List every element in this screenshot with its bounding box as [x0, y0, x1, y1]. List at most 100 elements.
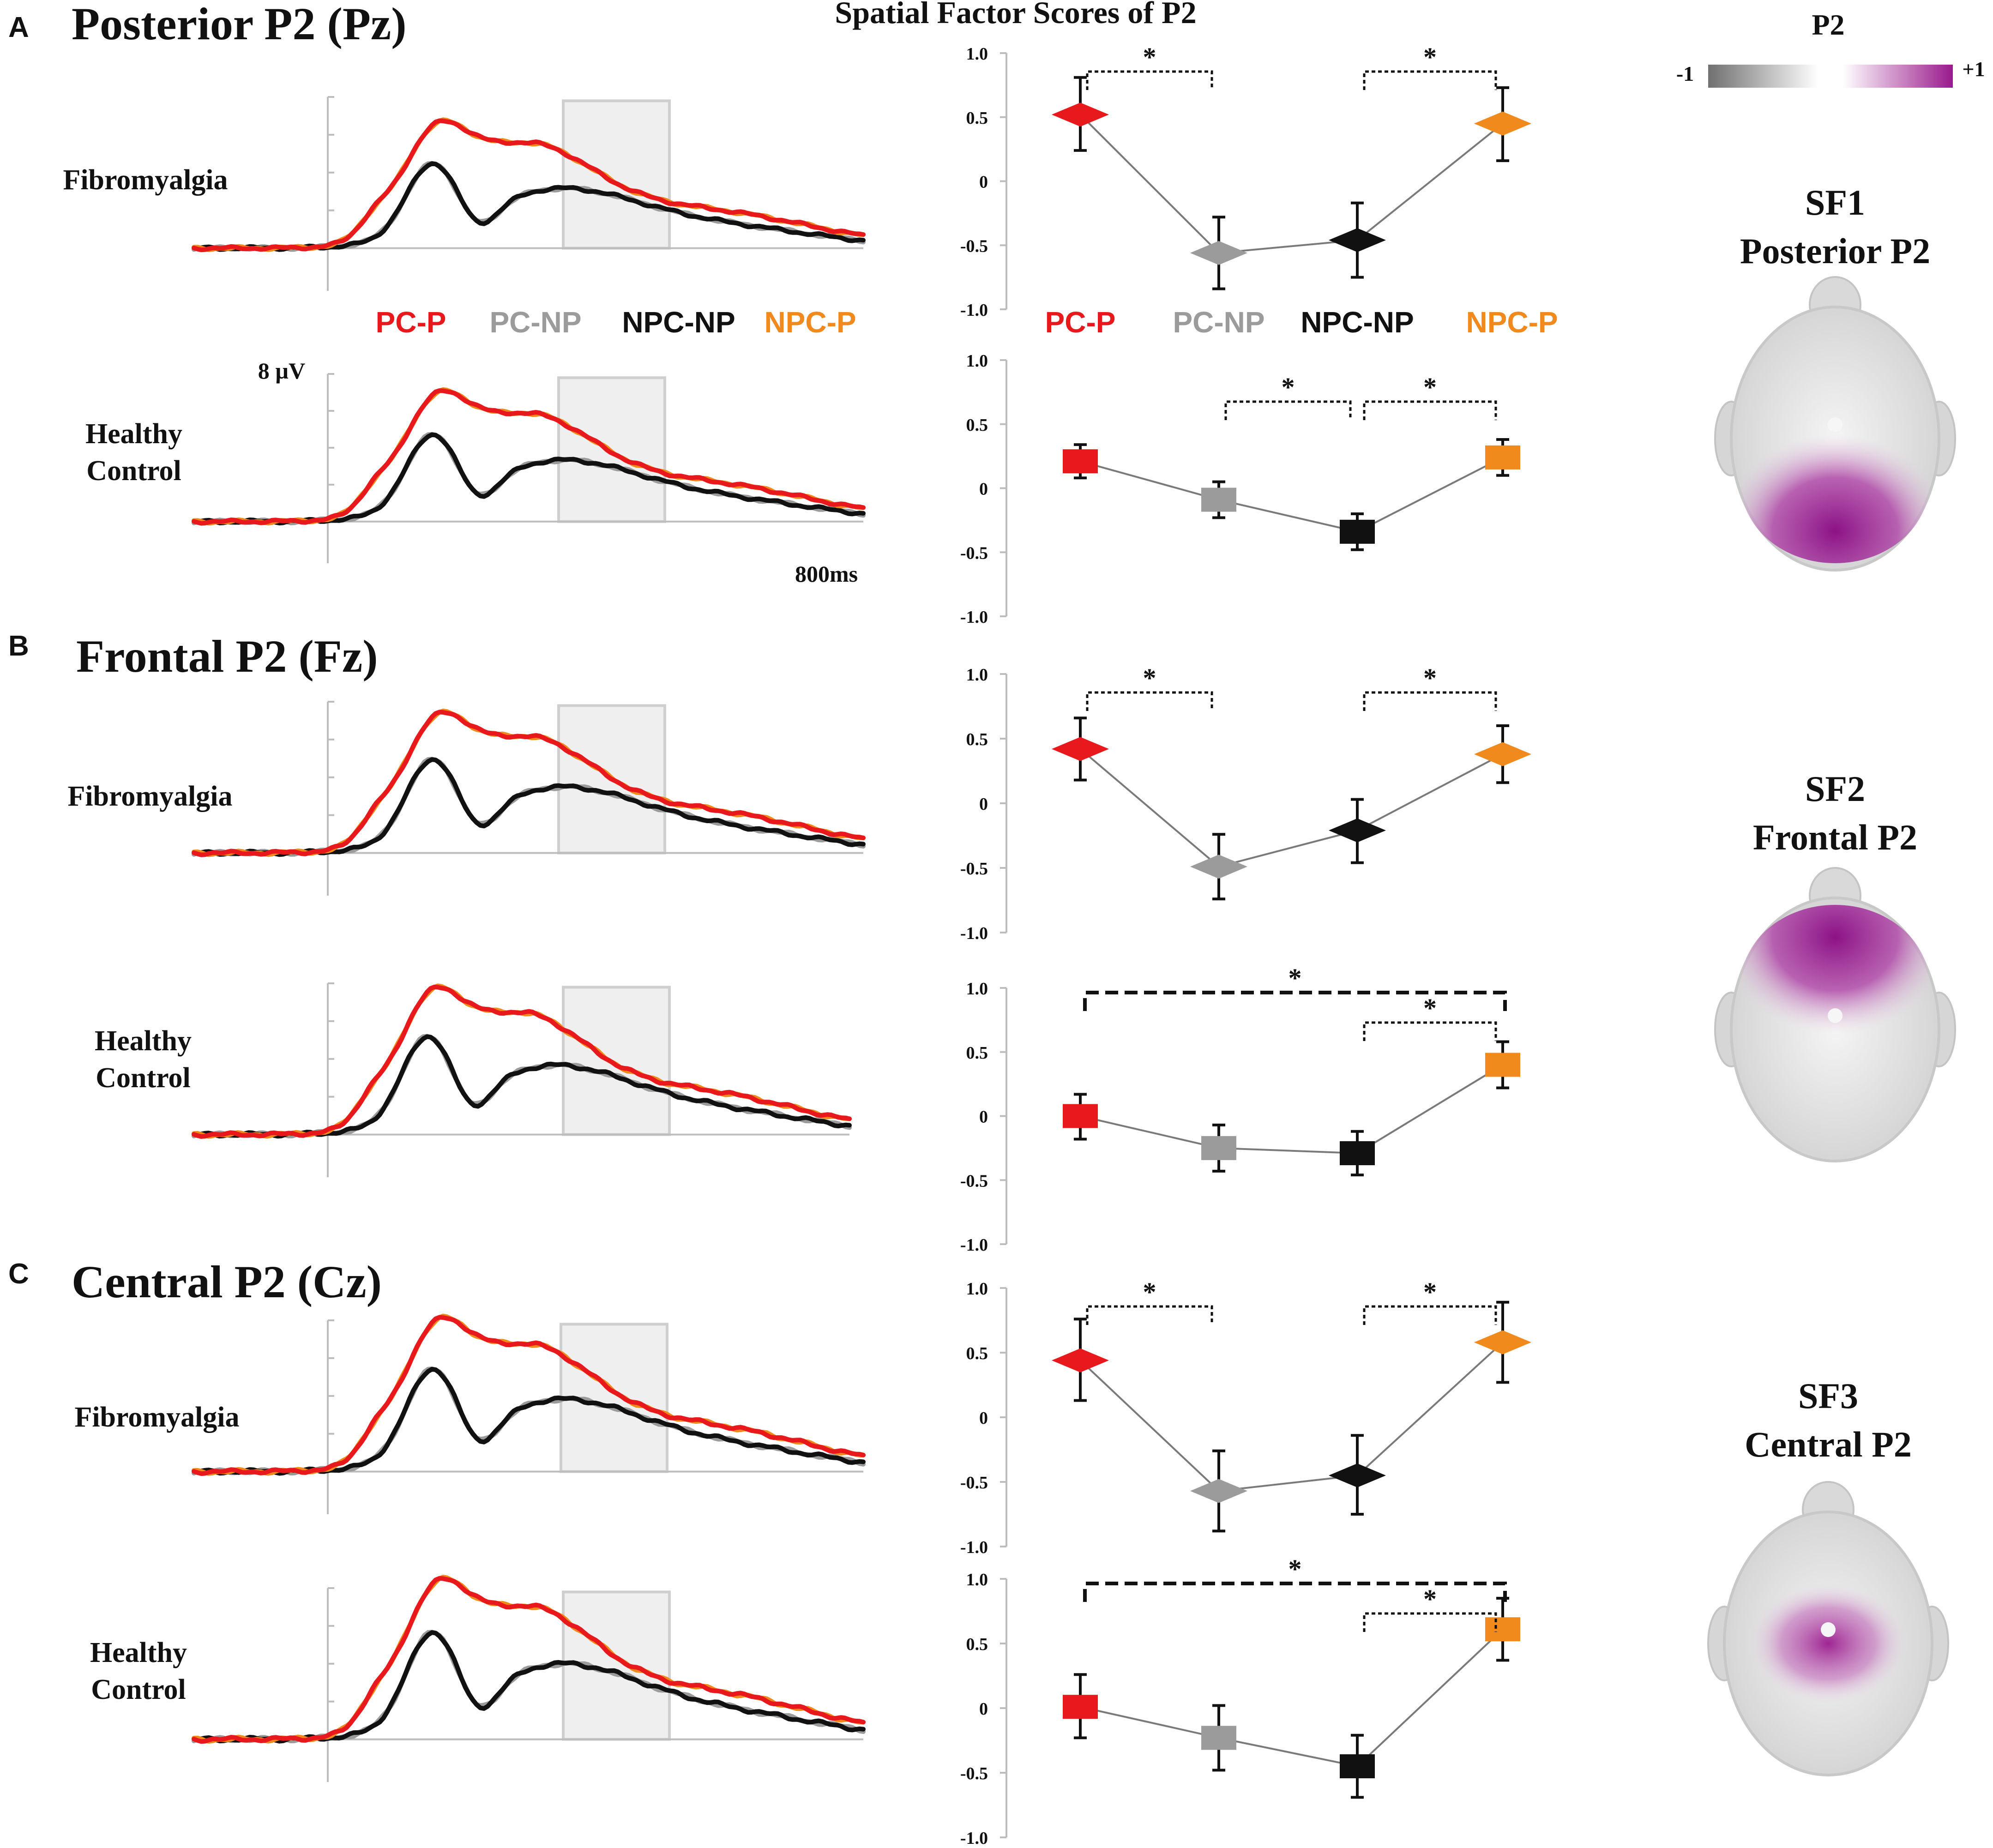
significance-bracket — [1086, 1305, 1213, 1325]
significance-star: * — [1423, 372, 1437, 402]
score-tick-label: -0.5 — [960, 859, 988, 879]
significance-star: * — [1423, 663, 1437, 693]
erp-group-label: Healthy — [95, 1025, 192, 1057]
panel-b-header: B Frontal P2 (Fz) — [8, 630, 378, 682]
erp-panel — [192, 96, 866, 291]
erp-trace-pc-p — [192, 710, 866, 857]
panel-letter-b: B — [8, 630, 29, 662]
panel-letter-a: A — [8, 12, 29, 43]
erp-trace-pc-np — [192, 1366, 866, 1475]
erp-group-label: Healthy — [85, 418, 182, 450]
score-chart: 1.0 0.5 0 -0.5 -1.0 * * — [960, 42, 1531, 320]
score-series-line — [1079, 114, 1504, 254]
significance-bracket — [1363, 1305, 1497, 1325]
significance-bracket — [1363, 691, 1497, 711]
score-label-npc-p: NPC-P — [1466, 306, 1558, 339]
erp-legend-npc-np: NPC-NP — [622, 306, 735, 339]
topomap-scale-max: +1 — [1962, 57, 1985, 81]
score-tick-label: -0.5 — [960, 236, 988, 256]
head-vertex — [1828, 417, 1842, 432]
erp-panel — [192, 1575, 866, 1782]
score-chart: 1.0 0.5 0 -0.5 -1.0 * * — [960, 1554, 1520, 1848]
score-tick-label: 1.0 — [966, 44, 988, 64]
score-series-line — [1080, 457, 1503, 533]
score-point-npc-p — [1485, 1617, 1520, 1642]
topomap-color-scale — [1708, 65, 1953, 88]
score-tick-label: -1.0 — [960, 301, 988, 320]
erp-group-label-2: Control — [96, 1062, 191, 1094]
significance-bracket — [1363, 400, 1497, 420]
figure-title: Spatial Factor Scores of P2 — [835, 0, 1196, 30]
erp-trace-npc-np — [192, 1630, 866, 1744]
topomap-label-sf1: SF1 — [1805, 182, 1865, 223]
score-series-line — [1080, 1628, 1504, 1768]
significance-bracket — [1083, 991, 1507, 1011]
score-tick-label: -0.5 — [960, 543, 988, 563]
significance-bracket — [1363, 1021, 1497, 1041]
significance-star: * — [1143, 42, 1156, 72]
topomap-title: P2 — [1812, 8, 1844, 41]
erp-analysis-window — [562, 986, 671, 1136]
score-label-pc-np: PC-NP — [1173, 306, 1264, 339]
erp-analysis-window — [557, 376, 666, 523]
erp-legend-pc-p: PC-P — [376, 306, 446, 339]
score-point-npc-p — [1485, 445, 1520, 470]
score-chart: 1.0 0.5 0 -0.5 -1.0 * * — [960, 351, 1520, 627]
score-tick-label: 1.0 — [966, 351, 988, 371]
score-series-line — [1079, 1342, 1504, 1492]
score-chart: 1.0 0.5 0 -0.5 -1.0 * * — [960, 663, 1531, 943]
significance-bracket — [1086, 70, 1213, 90]
erp-trace-pc-np — [192, 1034, 852, 1138]
erp-trace-pc-p — [192, 1315, 866, 1476]
score-point-npc-p — [1485, 1053, 1520, 1077]
score-tick-label: 0.5 — [966, 1043, 988, 1063]
score-tick-label: 0 — [979, 1699, 988, 1719]
score-tick-label: -1.0 — [960, 608, 988, 627]
significance-star: * — [1143, 1277, 1156, 1307]
score-tick-label: 0.5 — [966, 108, 988, 128]
erp-group-label: Healthy — [90, 1637, 187, 1668]
score-point-pc-np — [1190, 855, 1247, 879]
significance-star: * — [1143, 663, 1156, 693]
score-tick-label: 0 — [979, 480, 988, 499]
panel-c-header: C Central P2 (Cz) — [8, 1256, 382, 1307]
topomap-label-sf2-name: Frontal P2 — [1753, 817, 1917, 857]
score-point-npc-np — [1340, 519, 1375, 544]
erp-waveforms — [192, 96, 866, 1782]
erp-trace-npc-np — [192, 432, 866, 526]
score-point-pc-np — [1190, 1479, 1247, 1503]
topomap-activation — [1740, 402, 1930, 563]
topomap-head — [1707, 1481, 1949, 1776]
score-tick-label: -1.0 — [960, 1235, 988, 1255]
topomap-head — [1714, 867, 1956, 1162]
score-label-pc-p: PC-P — [1045, 306, 1116, 339]
erp-group-label: Fibromyalgia — [74, 1402, 239, 1433]
score-tick-label: 0.5 — [966, 1635, 988, 1654]
topomap-label-sf3-name: Central P2 — [1745, 1424, 1912, 1464]
score-point-npc-np — [1329, 818, 1386, 843]
score-point-npc-np — [1340, 1141, 1375, 1165]
significance-star: * — [1423, 42, 1437, 72]
erp-time-scale-label: 800ms — [795, 561, 858, 587]
erp-trace-pc-np — [192, 757, 866, 857]
score-series-line — [1079, 748, 1503, 868]
topomaps — [1707, 276, 1956, 1776]
erp-trace-npc-np — [192, 757, 866, 857]
erp-trace-pc-np — [192, 432, 866, 525]
score-point-npc-p — [1474, 111, 1531, 136]
significance-star: * — [1282, 372, 1295, 402]
panel-title-b: Frontal P2 (Fz) — [76, 631, 378, 682]
score-point-pc-np — [1201, 1726, 1236, 1750]
topomap-activation — [1740, 905, 1930, 1066]
head-vertex — [1821, 1622, 1836, 1637]
score-tick-label: 0 — [979, 1108, 988, 1127]
significance-star: * — [1423, 1584, 1437, 1614]
topomap-label-sf3: SF3 — [1798, 1376, 1858, 1416]
erp-trace-npc-np — [192, 1366, 866, 1476]
score-label-npc-np: NPC-NP — [1301, 306, 1414, 339]
erp-legend-npc-p: NPC-P — [764, 306, 856, 339]
score-tick-label: 1.0 — [966, 979, 988, 999]
erp-trace-pc-np — [192, 161, 866, 252]
significance-star: * — [1423, 1277, 1437, 1307]
